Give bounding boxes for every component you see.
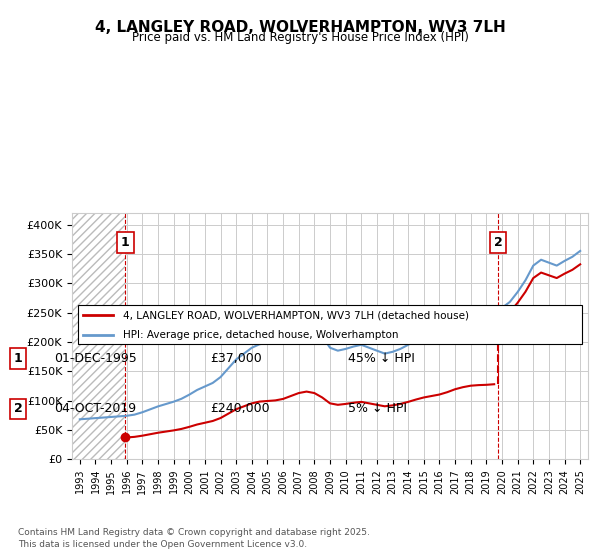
Text: £240,000: £240,000 [210,402,269,416]
Text: 04-OCT-2019: 04-OCT-2019 [54,402,136,416]
Text: 1: 1 [14,352,22,365]
Text: 4, LANGLEY ROAD, WOLVERHAMPTON, WV3 7LH (detached house): 4, LANGLEY ROAD, WOLVERHAMPTON, WV3 7LH … [124,310,469,320]
Bar [72,213,125,459]
Text: 1: 1 [121,236,130,249]
Text: 5% ↓ HPI: 5% ↓ HPI [348,402,407,416]
Text: 2: 2 [494,236,502,249]
Text: 01-DEC-1995: 01-DEC-1995 [54,352,137,365]
Text: £37,000: £37,000 [210,352,262,365]
Text: Price paid vs. HM Land Registry's House Price Index (HPI): Price paid vs. HM Land Registry's House … [131,31,469,44]
Text: HPI: Average price, detached house, Wolverhampton: HPI: Average price, detached house, Wolv… [124,330,399,339]
Text: Contains HM Land Registry data © Crown copyright and database right 2025.
This d: Contains HM Land Registry data © Crown c… [18,528,370,549]
FancyBboxPatch shape [78,305,582,344]
Text: 2: 2 [14,402,22,416]
Text: 45% ↓ HPI: 45% ↓ HPI [348,352,415,365]
Text: 4, LANGLEY ROAD, WOLVERHAMPTON, WV3 7LH: 4, LANGLEY ROAD, WOLVERHAMPTON, WV3 7LH [95,20,505,35]
